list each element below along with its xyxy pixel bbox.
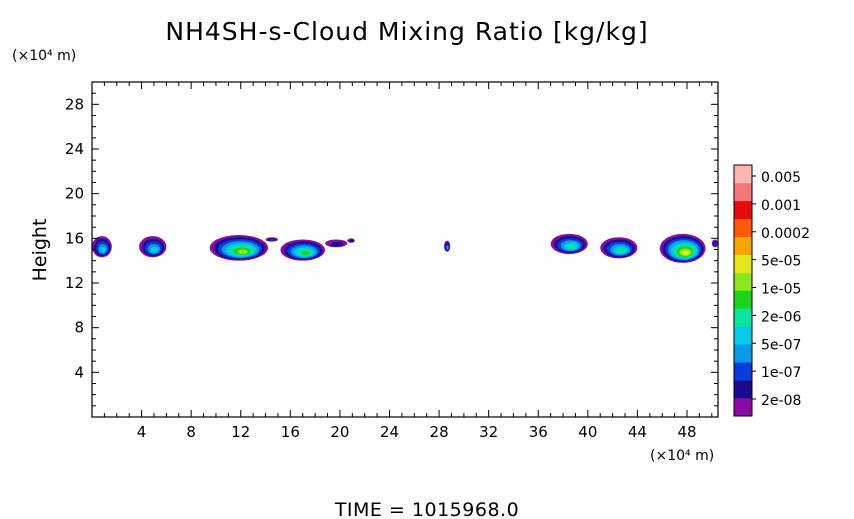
colorbar-swatch bbox=[734, 272, 752, 291]
cloud-contour bbox=[446, 245, 449, 250]
colorbar-swatch bbox=[734, 165, 752, 184]
cloud-contour bbox=[150, 246, 159, 253]
x-tick-label: 44 bbox=[628, 423, 647, 441]
colorbar-swatch bbox=[734, 326, 752, 345]
x-tick-label: 40 bbox=[578, 423, 597, 441]
y-tick-label: 28 bbox=[65, 95, 84, 113]
y-tick-label: 8 bbox=[74, 319, 84, 337]
colorbar-label: 5e-07 bbox=[761, 337, 801, 353]
y-tick-label: 20 bbox=[65, 185, 84, 203]
colorbar-swatch bbox=[734, 182, 752, 202]
colorbar-swatch bbox=[734, 344, 752, 363]
colorbar-swatch bbox=[734, 236, 752, 255]
colorbar-swatch bbox=[734, 254, 752, 273]
cloud-patch bbox=[600, 237, 638, 259]
x-tick-label: 28 bbox=[430, 423, 449, 441]
colorbar-label: 1e-05 bbox=[761, 282, 801, 298]
cloud-patch bbox=[325, 239, 348, 248]
cloud-patch bbox=[659, 233, 706, 263]
cloud-contour bbox=[100, 246, 106, 253]
colorbar-label: 5e-05 bbox=[761, 254, 801, 270]
chart-title: NH4SH-s-Cloud Mixing Ratio [kg/kg] bbox=[165, 17, 648, 46]
colorbar-label: 1e-07 bbox=[761, 365, 801, 381]
colorbar-label: 2e-08 bbox=[761, 393, 801, 409]
cloud-field bbox=[92, 233, 718, 263]
colorbar-swatch bbox=[734, 380, 752, 399]
cloud-patch bbox=[139, 236, 167, 258]
cloud-contour bbox=[330, 241, 344, 247]
colorbar-swatch bbox=[734, 290, 752, 309]
cloud-contour bbox=[269, 238, 276, 241]
x-tick-label: 12 bbox=[231, 423, 250, 441]
x-tick-label: 16 bbox=[281, 423, 300, 441]
cloud-contour bbox=[567, 244, 576, 250]
x-tick-label: 8 bbox=[186, 423, 196, 441]
cloud-patch bbox=[92, 236, 112, 258]
cloud-contour bbox=[349, 239, 354, 243]
cloud-contour bbox=[237, 249, 248, 255]
x-tick-label: 36 bbox=[529, 423, 548, 441]
colorbar-frame bbox=[733, 164, 753, 417]
x-tick-label: 24 bbox=[380, 423, 399, 441]
x-tick-label: 4 bbox=[137, 423, 147, 441]
cloud-patch bbox=[444, 240, 451, 252]
cloud-patch bbox=[265, 237, 278, 242]
cloud-patch bbox=[209, 234, 269, 261]
x-tick-label: 32 bbox=[479, 423, 498, 441]
cloud-contour bbox=[682, 250, 690, 256]
y-tick-label: 4 bbox=[74, 363, 84, 381]
cloud-patch bbox=[347, 238, 355, 243]
cloud-contour bbox=[616, 248, 626, 254]
y-tick-label: 16 bbox=[65, 229, 84, 247]
y-tick-label: 12 bbox=[65, 274, 84, 292]
colorbar-swatch bbox=[734, 398, 752, 417]
colorbar-swatch bbox=[734, 362, 752, 381]
colorbar-swatch bbox=[734, 200, 752, 220]
colorbar-label: 2e-06 bbox=[761, 309, 801, 325]
y-axis-label: Height bbox=[29, 219, 51, 282]
cloud-patch bbox=[280, 239, 326, 261]
time-label: TIME = 1015968.0 bbox=[334, 499, 519, 519]
cloud-contour bbox=[713, 242, 717, 246]
cloud-patch bbox=[711, 239, 718, 248]
colorbar-swatch bbox=[734, 308, 752, 327]
x-unit-label: (×10⁴ m) bbox=[650, 448, 714, 464]
colorbar-label: 0.005 bbox=[761, 170, 801, 186]
colorbar: 0.005 0.001 0.0002 5e-05 1e-05 2e-06 5e-07 1e-0… bbox=[733, 164, 810, 417]
x-tick-label: 48 bbox=[677, 423, 696, 441]
y-tick-label: 24 bbox=[65, 140, 84, 158]
colorbar-swatch bbox=[734, 218, 752, 238]
cloud-contour bbox=[301, 251, 311, 256]
x-tick-label: 20 bbox=[330, 423, 349, 441]
colorbar-label: 0.001 bbox=[761, 198, 801, 214]
colorbar-label: 0.0002 bbox=[761, 226, 810, 242]
y-unit-label: (×10⁴ m) bbox=[12, 48, 76, 64]
cloud-patch bbox=[550, 233, 588, 254]
